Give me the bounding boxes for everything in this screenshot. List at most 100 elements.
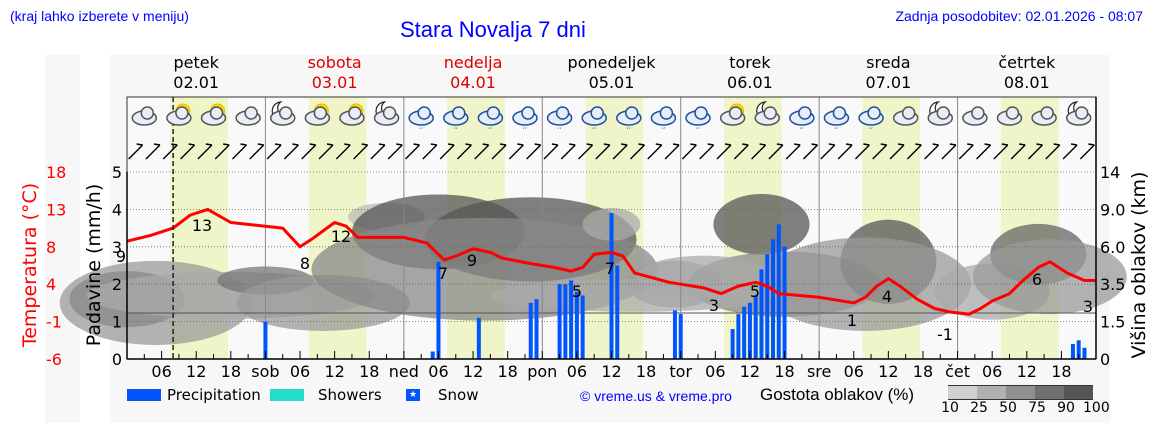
temperature-label: 6: [1032, 270, 1042, 289]
rain-weather-icon: ′′: [546, 106, 573, 137]
x-tick-label: 12: [186, 362, 206, 381]
snow-star-icon: ★: [406, 389, 420, 401]
precip-bar: [776, 224, 781, 359]
wind-barb-icon: [751, 143, 767, 160]
precip-bar: [436, 261, 441, 359]
sun-weather-icon: [339, 103, 365, 126]
x-tick-label: sob: [251, 362, 279, 381]
precip-bar: [430, 351, 435, 359]
wind-barb-icon: [474, 143, 490, 160]
precip-bar: [678, 314, 683, 359]
wind-barb-icon: [1062, 143, 1078, 160]
precip-bar: [580, 295, 585, 359]
wind-barb-icon: [924, 143, 940, 160]
wind-barb-icon: [266, 143, 282, 160]
svg-text:′′: ′′: [523, 127, 527, 137]
wind-barb-icon: [768, 143, 784, 160]
x-tick-label: 12: [601, 362, 621, 381]
density-tick-label: 100: [1083, 400, 1110, 416]
day-label-08.01: četrtek 08.01: [967, 53, 1087, 93]
temperature-line: [126, 207, 1096, 316]
wind-barb-icon: [820, 143, 836, 160]
temperature-axis-panel: [45, 55, 80, 423]
cloud-density-label: Gostota oblakov (%): [760, 385, 915, 404]
precip-bar: [753, 295, 758, 359]
wind-barb-icon: [335, 143, 351, 160]
temperature-label: 1: [847, 311, 857, 330]
rain-weather-icon: ′′: [408, 106, 434, 137]
wind-barb-icon: [1045, 143, 1061, 160]
wind-barb-icon: [301, 143, 317, 160]
wind-barb-icon: [180, 143, 196, 160]
x-tick-label: 18: [221, 362, 241, 381]
x-tick-label: 06: [844, 362, 864, 381]
wind-barb-icon: [543, 143, 559, 160]
wind-barb-icon: [439, 143, 455, 160]
x-tick-label: 18: [359, 362, 379, 381]
x-tick-label: 18: [497, 362, 517, 381]
wind-barb-icon: [353, 143, 369, 160]
day-label-04.01: nedelja 04.01: [413, 53, 533, 93]
rain-weather-icon: ′′: [789, 106, 815, 137]
rain-weather-icon: ′′: [650, 106, 677, 137]
wind-barb-icon: [629, 143, 645, 160]
cloud-weather-icon: [131, 106, 158, 126]
day-label-07.01: sreda 07.01: [828, 53, 948, 93]
precip-bar: [1082, 347, 1087, 359]
density-tick-label: 90: [1057, 400, 1075, 416]
day-date: 05.01: [588, 73, 635, 92]
wind-barb-icon: [1010, 143, 1026, 160]
precip-tick-label: 0: [112, 350, 122, 369]
precip-bar: [534, 299, 539, 359]
precip-bar: [569, 280, 574, 359]
cloud-weather-icon: [235, 106, 261, 126]
temperature-label: 12: [331, 227, 351, 246]
cloud-weather-icon: [996, 106, 1023, 126]
x-tick-label: 12: [740, 362, 760, 381]
x-tick-label: sre: [807, 362, 831, 381]
temperature-label: 7: [438, 264, 448, 283]
wind-barb-icon: [958, 143, 974, 160]
precip-tick-label: 1: [112, 313, 122, 332]
wind-barb-icon: [231, 143, 247, 160]
temperature-label: -1: [937, 325, 953, 344]
density-tick-label: 75: [1028, 400, 1046, 416]
wind-barb-icon: [128, 143, 144, 160]
wind-barb-icon: [889, 143, 905, 160]
cloud-weather-icon: [1031, 106, 1057, 126]
legend-showers: Showers: [318, 386, 382, 404]
x-tick-label: 18: [913, 362, 933, 381]
wind-barb-icon: [197, 143, 213, 160]
credit-link[interactable]: © vreme.us & vreme.pro: [580, 388, 732, 404]
cloud-weather-icon: [892, 106, 919, 126]
x-tick-label: 12: [463, 362, 483, 381]
sun-weather-icon: [166, 103, 192, 126]
day-date: 02.01: [173, 73, 220, 92]
density-swatch: [1035, 385, 1064, 400]
precip-bar: [528, 302, 533, 359]
density-swatch: [948, 385, 977, 400]
precip-bar: [1076, 340, 1081, 359]
svg-text:′′: ′′: [627, 127, 631, 137]
wind-barb-icon: [560, 143, 576, 160]
moon-weather-icon: [1065, 101, 1092, 126]
precip-bar: [557, 284, 562, 359]
temperature-label: 9: [116, 247, 126, 266]
wind-barb-icon: [526, 143, 542, 160]
precip-bar: [742, 306, 747, 359]
temperature-label: 7: [605, 259, 615, 278]
x-tick-label: tor: [669, 362, 692, 381]
wind-barb-icon: [422, 143, 438, 160]
x-tick-label: 12: [878, 362, 898, 381]
wind-barb-icon: [145, 143, 161, 160]
temperature-tick-label: 13: [46, 200, 66, 219]
day-label-05.01: ponedeljek 05.01: [552, 53, 672, 93]
wind-barb-icon: [612, 143, 628, 160]
precip-bar: [730, 329, 735, 359]
x-tick-label: pon: [527, 362, 557, 381]
day-date: 04.01: [450, 73, 496, 92]
sun-weather-icon: [304, 103, 331, 126]
day-name: petek: [173, 53, 219, 72]
rain-weather-icon: ′′: [512, 106, 538, 137]
wind-barb-icon: [854, 143, 870, 160]
